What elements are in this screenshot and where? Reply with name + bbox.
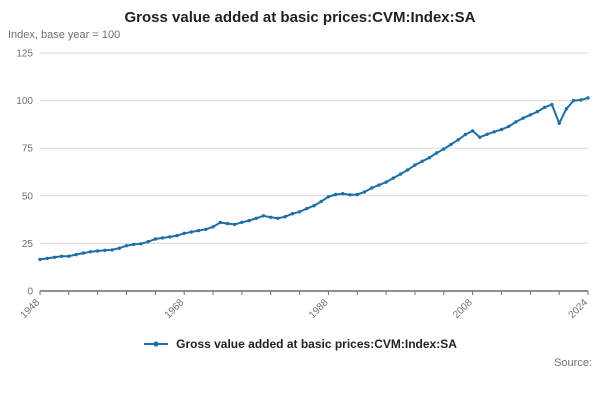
- data-point-marker: [117, 246, 122, 250]
- data-point-marker: [377, 183, 381, 187]
- data-point-marker: [297, 210, 302, 214]
- data-point-marker: [269, 215, 273, 219]
- data-point-marker: [189, 230, 194, 234]
- data-point-marker: [124, 244, 129, 248]
- source-text: Source:: [554, 357, 592, 369]
- x-tick-label: 1968: [163, 297, 187, 321]
- data-point-marker: [45, 256, 49, 261]
- data-point-marker: [312, 204, 316, 208]
- data-point-marker: [492, 130, 496, 134]
- data-point-marker: [550, 102, 554, 107]
- data-point-marker: [168, 235, 172, 239]
- data-point-marker: [499, 127, 504, 132]
- data-point-marker: [507, 124, 511, 129]
- data-point-marker: [586, 96, 590, 100]
- chart-title: Gross value added at basic prices:CVM:In…: [124, 9, 476, 26]
- y-tick-label: 0: [27, 287, 33, 298]
- data-point-marker: [175, 233, 179, 238]
- data-point-marker: [434, 151, 439, 155]
- data-point-marker: [67, 254, 71, 258]
- data-point-marker: [81, 251, 86, 255]
- data-point-marker: [153, 237, 158, 241]
- data-point-marker: [427, 156, 432, 160]
- x-tick-label: 1948: [19, 297, 43, 321]
- data-point-marker: [449, 142, 453, 147]
- data-point-marker: [160, 236, 165, 240]
- line-series: [39, 96, 589, 261]
- data-point-marker: [333, 192, 338, 197]
- chart-plot-area: 0 25 50 75 100 125 1948 1968 1988 2008 2024: [16, 49, 591, 321]
- y-tick-label: 50: [22, 191, 34, 202]
- chart-y-axis-caption: Index, base year = 100: [8, 29, 121, 41]
- data-point-marker: [240, 220, 244, 224]
- data-point-marker: [225, 221, 230, 226]
- data-point-marker: [413, 163, 417, 167]
- data-point-marker: [211, 225, 215, 229]
- legend-line-marker-icon: [144, 341, 169, 347]
- data-point-marker: [247, 218, 251, 223]
- data-point-marker: [579, 98, 583, 102]
- data-point-marker: [456, 138, 460, 142]
- data-point-marker: [103, 248, 107, 252]
- data-point-marker: [261, 214, 266, 218]
- data-point-marker: [52, 255, 57, 259]
- data-point-marker: [276, 216, 280, 220]
- data-point-marker: [74, 252, 78, 257]
- data-point-marker: [406, 168, 410, 172]
- data-point-marker: [196, 228, 201, 233]
- data-point-marker: [355, 192, 359, 197]
- data-point-marker: [535, 109, 540, 114]
- data-point-marker: [571, 98, 576, 103]
- data-point-marker: [233, 222, 237, 227]
- data-point-marker: [38, 257, 42, 262]
- data-point-marker: [88, 250, 93, 254]
- y-tick-label: 25: [22, 239, 34, 250]
- data-point-marker: [442, 147, 446, 151]
- data-point-marker: [485, 132, 489, 136]
- x-tick-label: 2008: [451, 297, 475, 321]
- data-point-marker: [391, 176, 395, 180]
- data-point-marker: [521, 116, 525, 120]
- data-point-marker: [384, 180, 388, 184]
- y-tick-label: 75: [22, 144, 34, 155]
- data-point-marker: [470, 129, 475, 133]
- data-point-marker: [146, 240, 150, 244]
- data-point-marker: [254, 216, 258, 220]
- data-point-marker: [305, 206, 309, 211]
- data-point-marker: [326, 195, 331, 199]
- data-point-marker: [543, 105, 547, 109]
- x-tick-label: 2024: [567, 297, 591, 321]
- data-point-marker: [362, 190, 367, 194]
- data-point-marker: [96, 249, 100, 253]
- data-point-marker: [139, 242, 143, 246]
- data-point-marker: [370, 186, 374, 190]
- data-point-marker: [478, 135, 482, 139]
- data-point-marker: [564, 107, 569, 111]
- data-point-marker: [348, 193, 352, 197]
- data-point-marker: [528, 113, 532, 117]
- data-point-marker: [398, 172, 403, 176]
- data-point-marker: [420, 159, 424, 163]
- data-point-marker: [557, 121, 561, 126]
- y-tick-label: 100: [16, 96, 33, 107]
- data-point-marker: [182, 231, 186, 235]
- legend: Gross value added at basic prices:CVM:In…: [0, 337, 600, 351]
- legend-item-label[interactable]: Gross value added at basic prices:CVM:In…: [176, 337, 457, 351]
- data-point-marker: [341, 192, 345, 196]
- data-point-marker: [204, 227, 208, 231]
- x-tick-label: 1988: [307, 297, 331, 321]
- data-point-marker: [218, 220, 222, 225]
- data-point-marker: [290, 212, 295, 216]
- data-point-marker: [514, 120, 518, 124]
- data-point-marker: [110, 248, 114, 252]
- data-point-marker: [132, 242, 136, 247]
- data-point-marker: [463, 132, 468, 137]
- data-point-marker: [283, 215, 287, 219]
- data-point-marker: [59, 254, 64, 258]
- data-point-marker: [319, 199, 323, 204]
- y-tick-label: 125: [16, 49, 33, 60]
